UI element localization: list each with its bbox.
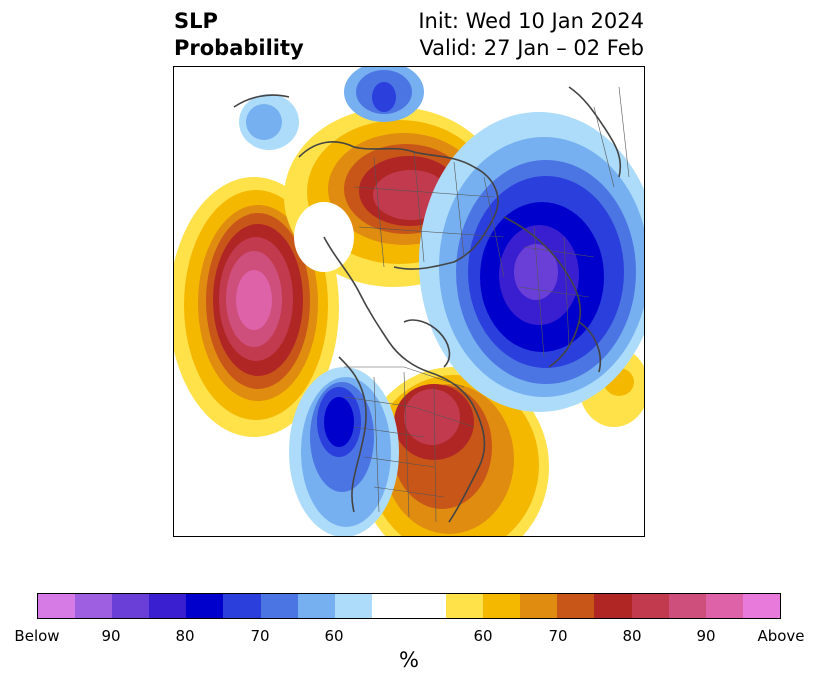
colorbar-tick-label: 80 bbox=[175, 627, 195, 645]
na-above-anomaly bbox=[359, 367, 549, 536]
colorbar-below-segment bbox=[38, 594, 76, 618]
colorbar-tick-label: 60 bbox=[473, 627, 493, 645]
title-variable: SLP bbox=[174, 9, 218, 33]
colorbar-below-segment bbox=[75, 594, 113, 618]
title-left: SLP Probability bbox=[174, 8, 304, 62]
pacific-above-anomaly bbox=[174, 177, 339, 437]
colorbar-above-segment bbox=[705, 594, 743, 618]
colorbar-tick-label: 70 bbox=[250, 627, 270, 645]
west-us-below-anomaly bbox=[289, 367, 399, 536]
colorbar-below-segment bbox=[186, 594, 224, 618]
colorbar-below-segment bbox=[260, 594, 298, 618]
colorbar bbox=[37, 593, 781, 619]
colorbar-neutral-segment bbox=[371, 594, 447, 618]
colorbar-below-segment bbox=[112, 594, 150, 618]
europe-below-anomaly bbox=[419, 112, 644, 412]
valid-range: Valid: 27 Jan – 02 Feb bbox=[419, 36, 644, 60]
colorbar-above-segment bbox=[520, 594, 558, 618]
colorbar-tick-label: 90 bbox=[101, 627, 121, 645]
colorbar-tick-label: Above bbox=[757, 627, 805, 645]
title-right: Init: Wed 10 Jan 2024 Valid: 27 Jan – 02… bbox=[418, 8, 644, 62]
title-metric: Probability bbox=[174, 36, 304, 60]
colorbar-tick-label: Below bbox=[14, 627, 60, 645]
colorbar-above-segment bbox=[594, 594, 632, 618]
colorbar-above-segment bbox=[483, 594, 521, 618]
init-date: Init: Wed 10 Jan 2024 bbox=[418, 9, 644, 33]
colorbar-above-segment bbox=[557, 594, 595, 618]
colorbar-above-segment bbox=[446, 594, 484, 618]
probability-map bbox=[173, 66, 645, 537]
colorbar-below-segment bbox=[149, 594, 187, 618]
colorbar-tick-label: 80 bbox=[622, 627, 642, 645]
colorbar-tick-label: 60 bbox=[324, 627, 344, 645]
colorbar-above-segment bbox=[668, 594, 706, 618]
borders bbox=[343, 86, 630, 523]
colorbar-above-segment bbox=[631, 594, 669, 618]
colorbar-tick-label: 90 bbox=[696, 627, 716, 645]
colorbar-unit: % bbox=[399, 648, 419, 672]
colorbar-above-segment bbox=[742, 594, 780, 618]
colorbar-tick-label: 70 bbox=[548, 627, 568, 645]
map-canvas bbox=[174, 67, 644, 536]
colorbar-below-segment bbox=[297, 594, 335, 618]
colorbar-below-segment bbox=[223, 594, 261, 618]
arctic-below-anomaly bbox=[239, 67, 424, 150]
colorbar-below-segment bbox=[334, 594, 372, 618]
neutral-gap bbox=[361, 290, 397, 334]
